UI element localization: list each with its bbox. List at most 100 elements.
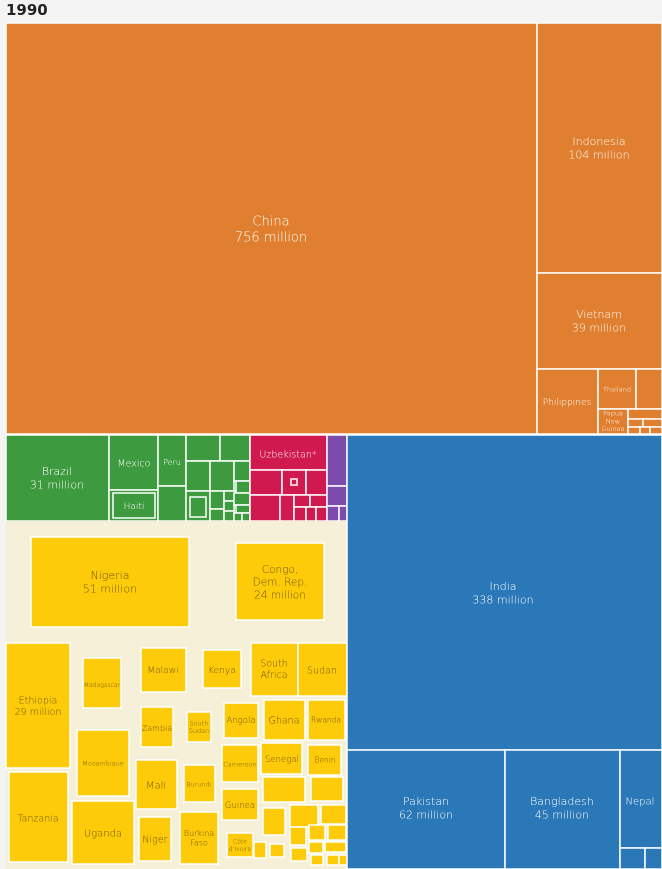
cell-europe-small-6 [309,494,328,508]
label-mali: Mali [146,781,166,792]
label-ghana: Ghana [268,715,299,726]
cell-vietnam [536,272,662,370]
chart-title: 1990 [6,1,48,19]
cell-europe-small-2 [305,469,328,496]
cell-mozambique [76,729,130,797]
cell-latin-america-small-8 [209,490,225,510]
label-uganda: Uganda [84,829,122,840]
cell-africa-small-7 [327,824,347,841]
label-senegal: Senegal [265,755,299,765]
cell-angola [223,702,259,739]
cell-europe-small-8 [305,506,317,522]
cell-ghana [263,699,306,741]
cell-latin-america-small-4 [209,460,235,492]
cell-burkina-faso [179,811,219,865]
label-india: India 338 million [472,580,533,606]
cell-east-asia-small-6 [649,426,662,435]
cell-south-asia-small-0 [619,847,646,869]
cell-philippines [536,368,599,435]
cell-c-te-d-ivoire [226,832,254,858]
label-sudan: Sudan [307,665,337,676]
label-haiti: Haiti [124,502,145,512]
cell-cameroon [221,744,259,783]
label-mexico: Mexico [117,458,150,469]
label-brazil: Brazil 31 million [30,465,84,491]
cell-east-asia-small-1 [627,408,662,420]
label-bangladesh: Bangladesh 45 million [530,795,594,821]
label-burkina-faso: Burkina Faso [184,829,214,848]
cell-latin-america-small-0 [157,485,187,522]
cell-senegal [260,742,303,775]
label-uzbekistan: Uzbekistan* [259,449,316,460]
cell-latin-america-small-16 [233,512,243,522]
label-nepal: Nepal [626,797,655,808]
label-philippines: Philippines [543,398,592,408]
cell-africa-small-2 [262,807,286,836]
label-kenya: Kenya [208,666,236,676]
label-nigeria: Nigeria 51 million [83,569,137,595]
cell-africa-small-12 [310,854,324,866]
label-peru: Peru [163,458,181,467]
cell-latin-america-small-14 [209,508,225,522]
label-niger: Niger [142,834,167,845]
cell-malawi [140,647,187,693]
label-thailand: Thailand [603,385,631,393]
cell-benin [307,744,342,776]
cell-rwanda [307,699,346,741]
cell-europe-small-9 [315,506,328,522]
cell-africa-small-0 [262,776,306,803]
cell-south-asia-small-1 [644,847,662,869]
label-madagascar: Madagascar [84,682,121,689]
cell-latin-america-small-17 [241,512,251,522]
cell-europe-tiny-b [292,480,296,484]
cell-east-asia-small-3 [642,418,662,428]
cell-latin-america-small-3 [185,460,211,492]
cell-africa-small-5 [289,826,307,846]
cell-nepal [619,749,662,849]
label-zambia: Zambia [142,724,172,733]
cell-latin-america-small-10 [235,480,251,494]
cell-congo-dem-rep [235,542,325,621]
cell-africa-small-8 [269,843,285,858]
cell-latin-america-small-11 [223,500,235,512]
cell-latin-america-small-13 [235,504,251,514]
cell-east-asia-small-5 [639,426,651,435]
label-malawi: Malawi [147,666,178,676]
cell-india [346,434,662,751]
cell-nigeria [30,536,190,628]
label-south-africa: South Africa [260,659,288,682]
cell-pakistan [346,749,506,869]
cell-latin-america-small-12 [233,492,251,506]
cell-europe-small-3 [249,494,281,522]
cell-ethiopia [5,642,71,769]
cell-east-asia-small-0 [635,368,662,410]
cell-middle-east-2 [326,505,340,522]
cell-africa-small-10 [308,841,324,854]
label-cote-divoire: Côte d'Ivoire [229,838,251,852]
cell-africa-small-6 [308,824,326,841]
label-south-sudan: South Sudan [189,719,209,735]
cell-africa-small-13 [326,854,340,866]
cell-burundi [183,764,216,803]
label-mozambique: Mozambique [82,759,124,767]
cell-latin-america-small-15 [223,510,235,522]
label-tanzania: Tanzania [17,813,58,824]
cell-madagascar [82,657,122,709]
cell-papua-new-guinea [597,408,629,435]
cell-kenya [202,649,242,689]
label-angola: Angola [226,716,255,726]
cell-latin-america-small-2 [219,434,251,462]
cell-latin-america-small-5 [233,460,251,482]
cell-africa-small-11 [324,841,347,853]
label-congo-dem-rep: Congo, Dem. Rep. 24 million [253,564,308,602]
cell-africa-small-9 [290,847,308,862]
cell-uganda [71,800,135,865]
label-ethiopia: Ethiopia 29 million [15,696,62,719]
cell-east-asia-small-4 [627,426,641,435]
cell-guinea [221,788,259,821]
cell-south-africa [250,642,299,697]
cell-tanzania [8,771,69,863]
cell-middle-east-3 [338,505,348,522]
cell-haiti [112,492,156,519]
